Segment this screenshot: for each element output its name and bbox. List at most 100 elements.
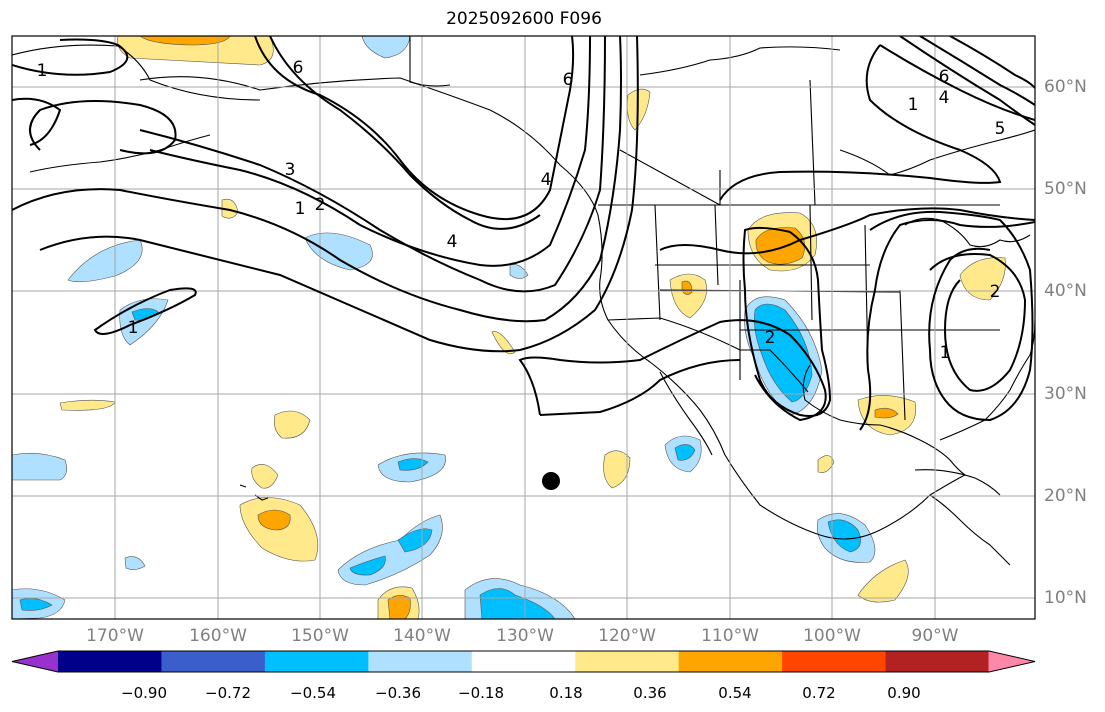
contour-label: 2 [990,282,1001,302]
coastline-gulf [802,364,967,496]
contour-line [859,219,1035,431]
shade-neg [479,588,556,619]
hawaii-islands [239,484,269,501]
shade-neg [349,555,386,576]
contour-line [719,44,1002,201]
shade-pos [817,455,835,473]
shade-neg [12,453,67,481]
contour-line [254,36,575,221]
border-alaska-canada [409,36,451,87]
contour-line [12,38,129,76]
coastline-north-america-west [139,76,931,540]
colorbar-segment [782,651,887,672]
contour-line [29,100,177,155]
lat-label: 40°N [1044,281,1087,301]
shade-pos [857,559,909,603]
colorbar-tick-label: 0.90 [887,684,921,702]
lon-label: 170°W [86,626,144,646]
contour-label: 6 [293,58,304,78]
contour-line [12,36,622,323]
contour-label: 1 [940,343,951,363]
lon-label: 100°W [803,626,861,646]
contour-line [879,44,1035,121]
lat-label: 30°N [1044,384,1087,404]
lon-label: 110°W [701,626,759,646]
contour-label: 2 [315,195,326,215]
shade-neg [397,458,429,471]
colorbar-tick-label: −0.72 [205,684,251,702]
shade-neg [827,519,861,553]
colorbar-segment [58,651,162,672]
contour-line [742,226,832,417]
contour-label: 6 [563,70,574,90]
contour-label: 4 [447,232,458,252]
colorbar-segment [264,651,369,672]
shade-pos [251,463,279,489]
lon-label: 140°W [393,626,451,646]
contour-line [149,36,591,267]
lat-label: 10°N [1044,588,1087,608]
map-frame [11,35,1036,620]
colorbar-tick-label: 0.72 [802,684,836,702]
colorbar-segment [471,651,576,672]
shade-neg [674,444,696,461]
shade-pos [274,410,311,439]
coastline-arctic [639,46,841,76]
shade-neg [509,264,529,279]
coastline-baja [659,371,713,456]
shade-pos [139,36,231,46]
contour-line [929,253,1027,392]
location-marker [542,472,560,490]
contour-line [39,36,639,353]
shade-neg [754,303,813,403]
contour-line [539,359,741,416]
shade-neg [304,232,373,271]
shade-pos [874,407,899,419]
colorbar-segment [575,651,680,672]
contour-line [269,36,541,230]
shade-pos [755,227,806,265]
shade-pos [387,595,411,619]
shade-neg [361,36,411,59]
colorbar-tick-label: −0.54 [290,684,336,702]
contour-label: 1 [295,199,306,219]
colorbar-tick-label: 0.36 [633,684,667,702]
shade-pos [491,331,516,355]
contour-line [12,97,62,146]
shade-neg [397,528,433,553]
contour-line [139,36,606,293]
coastline-central-america [929,494,1011,566]
lon-label: 90°W [911,626,959,646]
map-background [12,36,1035,619]
lon-label: 160°W [189,626,247,646]
contour-line [93,287,197,335]
contour-label: 4 [541,170,552,190]
coastlines [12,36,1035,566]
shade-pos [959,257,1006,301]
contour-line [919,36,1035,106]
shade-neg [67,239,143,283]
contour-line [899,36,1035,126]
contour-label: 4 [939,88,950,108]
contour-line [949,36,1035,89]
contour-label: 1 [128,318,139,338]
map-title: 2025092600 F096 [446,9,602,29]
colorbar-segment [885,651,990,672]
colorbar-outline [11,650,1036,673]
colorbar-tick-label: 0.54 [718,684,752,702]
colorbar-segment [678,651,783,672]
shade-pos [257,509,291,531]
shade-neg [124,556,146,570]
shade-pos [603,450,631,489]
coastline-cuba [914,469,1001,496]
colorbar-segment [368,651,473,672]
colorbar-tick-label: −0.90 [121,684,167,702]
lat-label: 60°N [1044,77,1087,97]
colorbar-extend-high [988,651,1035,672]
contour-label-group: 1 1 1 1 2 2 2 3 4 4 6 6 6 1 4 5 [37,58,1006,363]
contour-line [869,210,1034,422]
contour-label: 6 [939,67,950,87]
lon-label: 150°W [291,626,349,646]
colorbar-extend-low [12,651,59,672]
